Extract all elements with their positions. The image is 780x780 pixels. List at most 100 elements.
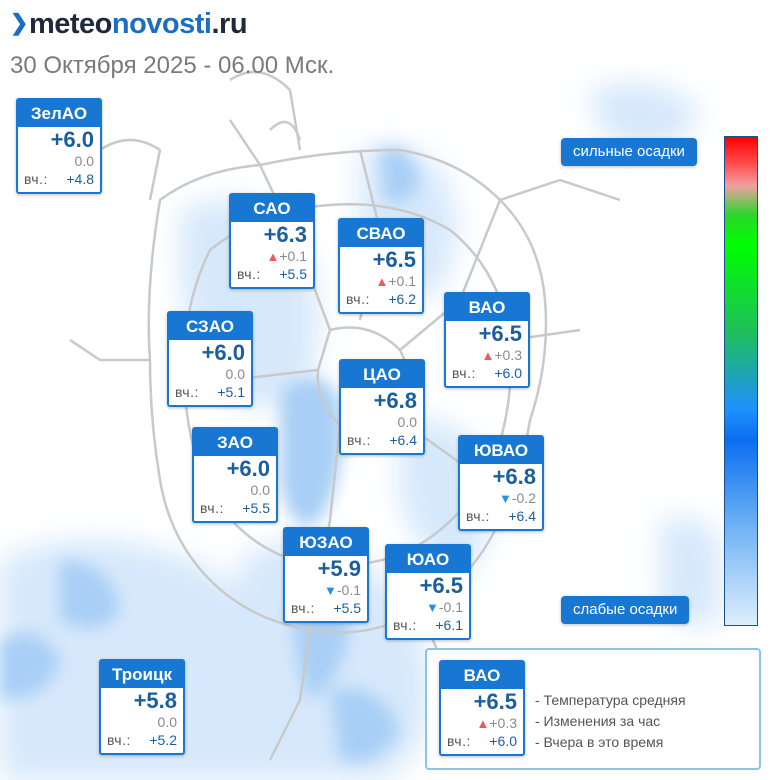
district-name: ЮВАО bbox=[460, 437, 542, 464]
trend-down-icon: ▼ bbox=[499, 491, 512, 506]
yesterday-label: вч.: bbox=[393, 617, 417, 633]
yesterday-row: вч.: +5.1 bbox=[169, 383, 251, 401]
hourly-change-value: 0.0 bbox=[157, 714, 177, 730]
temperature-value: +6.5 bbox=[478, 321, 522, 346]
district-card-zelao: ЗелАО +6.0 0.0 вч.: +4.8 bbox=[16, 98, 102, 194]
yesterday-value: +5.5 bbox=[242, 500, 270, 516]
yesterday-row: вч.: +6.4 bbox=[460, 507, 542, 525]
hourly-change: 0.0 bbox=[169, 366, 251, 383]
hourly-change-value: -0.2 bbox=[511, 490, 536, 506]
trend-up-icon: ▲ bbox=[476, 716, 490, 731]
hourly-change-value: 0.0 bbox=[74, 153, 94, 169]
logo-text-meteo: meteo bbox=[28, 8, 112, 40]
yesterday-row: вч.: +6.0 bbox=[441, 732, 523, 750]
hourly-change: ▼-0.1 bbox=[387, 599, 469, 616]
legend-item-temperature: - Температура средняя bbox=[535, 692, 686, 708]
logo-text-domain: .ru bbox=[211, 8, 248, 40]
site-logo[interactable]: ❯meteonovosti.ru bbox=[10, 8, 248, 41]
trend-up-icon: ▲ bbox=[481, 348, 495, 363]
hourly-change: ▼-0.2 bbox=[460, 490, 542, 507]
yesterday-value: +6.4 bbox=[508, 508, 536, 524]
district-name: Троицк bbox=[101, 661, 183, 688]
temperature-value: +6.5 bbox=[419, 573, 463, 598]
trend-up-icon: ▲ bbox=[375, 274, 389, 289]
district-name: ЦАО bbox=[341, 361, 423, 388]
yesterday-value: +6.2 bbox=[388, 291, 416, 307]
hourly-change: ▲+0.3 bbox=[441, 715, 523, 732]
district-name: ЮЗАО bbox=[285, 529, 367, 556]
yesterday-label: вч.: bbox=[24, 171, 48, 187]
district-name: ВАО bbox=[441, 662, 523, 689]
district-card-cao: ЦАО +6.8 0.0 вч.: +6.4 bbox=[339, 359, 425, 455]
district-card-sao: САО +6.3 ▲+0.1 вч.: +5.5 bbox=[229, 193, 315, 289]
yesterday-row: вч.: +6.0 bbox=[446, 364, 528, 382]
yesterday-value: +5.5 bbox=[279, 266, 307, 282]
temperature-value: +6.8 bbox=[373, 388, 417, 413]
temperature-value: +6.8 bbox=[492, 464, 536, 489]
yesterday-label: вч.: bbox=[452, 365, 476, 381]
temperature-value: +5.8 bbox=[133, 688, 177, 713]
yesterday-label: вч.: bbox=[107, 732, 131, 748]
district-name: ВАО bbox=[446, 294, 528, 321]
trend-up-icon: ▲ bbox=[266, 249, 280, 264]
yesterday-value: +6.0 bbox=[489, 733, 517, 749]
hourly-change-value: +0.1 bbox=[279, 248, 307, 264]
precipitation-scale-bar bbox=[724, 136, 758, 626]
yesterday-label: вч.: bbox=[347, 432, 371, 448]
district-name: СЗАО bbox=[169, 313, 251, 340]
logo-text-novosti: novosti bbox=[111, 8, 212, 40]
district-name: ЗАО bbox=[194, 429, 276, 456]
district-card-yuvao: ЮВАО +6.8 ▼-0.2 вч.: +6.4 bbox=[458, 435, 544, 531]
hourly-change-value: -0.1 bbox=[336, 582, 361, 598]
scale-label-heavy: сильные осадки bbox=[561, 138, 697, 166]
forecast-datetime: 30 Октября 2025 - 06.00 Мск. bbox=[10, 52, 335, 79]
yesterday-row: вч.: +5.5 bbox=[194, 499, 276, 517]
hourly-change-value: 0.0 bbox=[250, 482, 270, 498]
yesterday-value: +5.2 bbox=[149, 732, 177, 748]
hourly-change: 0.0 bbox=[18, 153, 100, 170]
yesterday-row: вч.: +5.5 bbox=[231, 265, 313, 283]
temperature-value: +6.0 bbox=[226, 456, 270, 481]
scale-label-light: слабые осадки bbox=[561, 596, 690, 624]
yesterday-label: вч.: bbox=[175, 384, 199, 400]
yesterday-value: +6.0 bbox=[494, 365, 522, 381]
hourly-change-value: +0.1 bbox=[388, 273, 416, 289]
temperature-value: +6.5 bbox=[372, 247, 416, 272]
legend-item-change: - Изменения за час bbox=[535, 713, 661, 729]
yesterday-row: вч.: +4.8 bbox=[18, 170, 100, 188]
hourly-change: ▼-0.1 bbox=[285, 582, 367, 599]
hourly-change-value: +0.3 bbox=[489, 715, 517, 731]
hourly-change: 0.0 bbox=[341, 414, 423, 431]
yesterday-label: вч.: bbox=[291, 600, 315, 616]
yesterday-row: вч.: +5.2 bbox=[101, 731, 183, 749]
hourly-change: 0.0 bbox=[101, 714, 183, 731]
yesterday-label: вч.: bbox=[237, 266, 261, 282]
district-name: ЗелАО bbox=[18, 100, 100, 127]
legend-box: ВАО +6.5 ▲+0.3 вч.: +6.0 - Температура средн… bbox=[425, 648, 761, 770]
district-name: САО bbox=[231, 195, 313, 222]
hourly-change: ▲+0.1 bbox=[231, 248, 313, 265]
yesterday-label: вч.: bbox=[346, 291, 370, 307]
district-name: ЮАО bbox=[387, 546, 469, 573]
district-card-svao: СВАО +6.5 ▲+0.1 вч.: +6.2 bbox=[338, 218, 424, 314]
yesterday-value: +5.5 bbox=[333, 600, 361, 616]
trend-down-icon: ▼ bbox=[426, 600, 439, 615]
legend-items: - Температура средняя - Изменения за час… bbox=[535, 690, 686, 753]
hourly-change: ▲+0.3 bbox=[446, 347, 528, 364]
district-card-yuao: ЮАО +6.5 ▼-0.1 вч.: +6.1 bbox=[385, 544, 471, 640]
hourly-change-value: +0.3 bbox=[494, 347, 522, 363]
yesterday-label: вч.: bbox=[200, 500, 224, 516]
legend-example-card: ВАО +6.5 ▲+0.3 вч.: +6.0 bbox=[439, 660, 525, 756]
district-card-vao: ВАО +6.5 ▲+0.3 вч.: +6.0 bbox=[444, 292, 530, 388]
yesterday-row: вч.: +6.2 bbox=[340, 290, 422, 308]
yesterday-value: +6.4 bbox=[389, 432, 417, 448]
district-card-zao: ЗАО +6.0 0.0 вч.: +5.5 bbox=[192, 427, 278, 523]
yesterday-label: вч.: bbox=[466, 508, 490, 524]
temperature-value: +5.9 bbox=[317, 556, 361, 581]
yesterday-value: +6.1 bbox=[435, 617, 463, 633]
hourly-change-value: -0.1 bbox=[438, 599, 463, 615]
yesterday-value: +5.1 bbox=[217, 384, 245, 400]
hourly-change: ▲+0.1 bbox=[340, 273, 422, 290]
trend-down-icon: ▼ bbox=[324, 583, 337, 598]
hourly-change-value: 0.0 bbox=[225, 366, 245, 382]
